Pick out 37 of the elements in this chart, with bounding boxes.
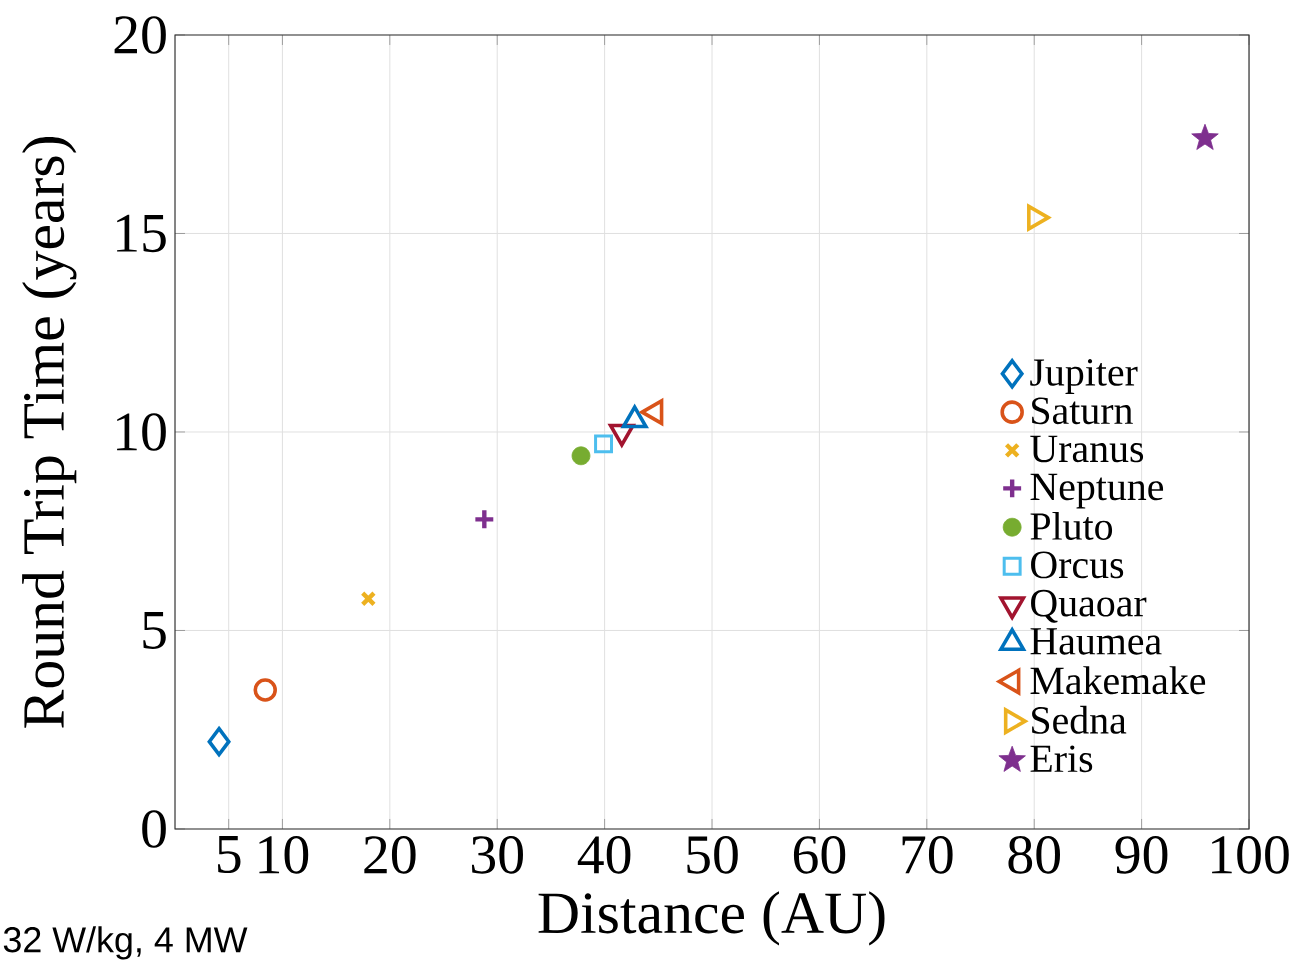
legend-label: Jupiter (1030, 359, 1138, 394)
point (594, 434, 614, 454)
x-tick-label: 50 (687, 836, 738, 874)
legend-label: Saturn (1032, 397, 1133, 425)
text: 32 W/kg, 4 MW (3, 926, 248, 960)
x-tick-label: 20 (364, 836, 416, 874)
legend-label: Quaoar (1031, 589, 1147, 623)
x-tick-label: 70 (902, 836, 953, 874)
point (253, 678, 277, 702)
x-tick-label: 5 (218, 836, 241, 874)
x-tick-label: 100 (1212, 836, 1289, 874)
y-tick-label: 5 (143, 611, 166, 650)
x-tick-label: 80 (1008, 836, 1060, 874)
legend-label: Sedna (1032, 705, 1127, 734)
y-axis-title: Round Trip Time (years) (22, 137, 77, 728)
x-tick-label: 60 (793, 836, 846, 874)
legend-label: Haumea (1030, 628, 1162, 655)
legend-label: Makemake (1030, 666, 1206, 695)
x-tick-label: 10 (259, 836, 309, 874)
point (1191, 123, 1219, 150)
legend-label: Pluto (1030, 511, 1113, 540)
y-tick-label: 20 (114, 16, 166, 54)
point (571, 446, 591, 466)
x-tick-label: 30 (471, 836, 523, 874)
legend-label: Uranus (1030, 435, 1144, 463)
legend-label: Eris (1030, 745, 1093, 773)
legend-label: Orcus (1031, 551, 1124, 579)
point (473, 508, 496, 531)
y-tick-label: 0 (142, 810, 166, 848)
legend-label: Neptune (1030, 473, 1164, 509)
point (360, 590, 377, 607)
y-tick-label: 10 (117, 413, 166, 451)
y-tick-label: 15 (117, 214, 166, 253)
x-axis-title: Distance (AU) (538, 891, 885, 946)
x-tick-label: 40 (577, 836, 631, 874)
point (207, 726, 231, 757)
x-tick-label: 90 (1115, 836, 1168, 874)
